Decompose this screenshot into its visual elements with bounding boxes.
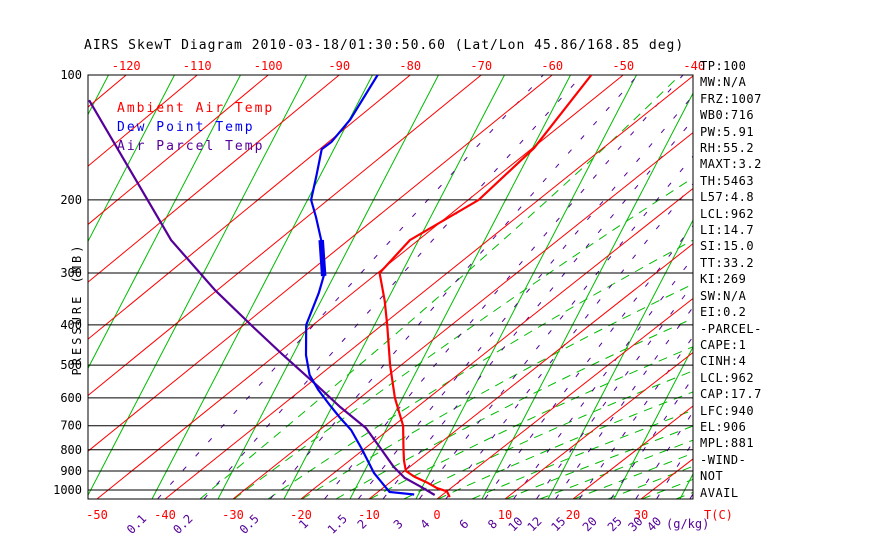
mixing-ratio-tick: 12	[525, 514, 545, 534]
stats-line: MPL:881	[700, 436, 755, 451]
mixing-ratio-tick: 4	[417, 517, 432, 532]
stats-line: SW:N/A	[700, 288, 747, 303]
stats-line: CAP:17.7	[700, 387, 762, 402]
stats-line: -WIND-	[700, 452, 747, 467]
pressure-tick: 600	[60, 391, 82, 405]
stats-line: PW:5.91	[700, 124, 755, 139]
bottom-temp-tick: 30	[634, 508, 648, 522]
dew-point-temp-curve	[304, 75, 415, 496]
bottom-temp-tick: 0	[433, 508, 440, 522]
plot-frame	[87, 74, 694, 500]
isotherm-lines	[88, 75, 693, 499]
stats-line: TP:100	[700, 59, 747, 73]
legend-dew-point: Dew Point Temp	[117, 120, 255, 135]
bottom-temp-tick: -50	[86, 508, 108, 522]
pressure-tick: 900	[60, 464, 82, 478]
pressure-tick: 800	[60, 443, 82, 457]
stats-line: LCL:962	[700, 206, 755, 221]
mixing-ratio-tick: 25	[605, 514, 625, 534]
stats-line: WB0:716	[700, 108, 755, 123]
pressure-tick: 400	[60, 318, 82, 332]
stats-line: RH:55.2	[700, 141, 755, 156]
mixing-ratio-tick: 3	[391, 517, 406, 532]
moist-adiabat-lines	[199, 75, 693, 499]
mixing-ratio-tick: 6	[456, 517, 471, 532]
bottom-temp-tick: 10	[498, 508, 512, 522]
stats-line: LI:14.7	[700, 223, 755, 238]
bottom-temp-tick: -10	[358, 508, 380, 522]
stats-line: TH:5463	[700, 173, 755, 188]
chart-title: AIRS SkewT Diagram 2010-03-18/01:30:50.6…	[84, 38, 685, 53]
stats-line: KI:269	[700, 272, 747, 287]
mixing-ratio-lines	[157, 75, 693, 499]
bottom-temp-tick: 20	[566, 508, 580, 522]
top-temp-tick: -110	[183, 59, 212, 73]
pressure-tick: 200	[60, 193, 82, 207]
stats-line: NOT	[700, 469, 724, 484]
top-temp-tick: -80	[399, 59, 421, 73]
dry-adiabat-lines	[88, 75, 693, 499]
chart-legend: Ambient Air Temp Dew Point Temp Air Parc…	[117, 101, 274, 158]
top-temp-tick: -90	[328, 59, 350, 73]
top-temp-tick: -60	[541, 59, 563, 73]
stats-panel: TP:100 MW:N/A FRZ:1007 WB0:716 PW:5.91 RH:55.…	[700, 58, 870, 501]
mixing-ratio-tick: 0.1	[124, 512, 149, 537]
stats-line: TT:33.2	[700, 255, 755, 270]
stats-line: EI:0.2	[700, 305, 747, 320]
pressure-tick: 500	[60, 358, 82, 372]
pressure-tick: 1000	[53, 483, 82, 497]
pressure-tick: 700	[60, 419, 82, 433]
stats-line: L57:4.8	[700, 190, 755, 205]
stats-line: MW:N/A	[700, 75, 747, 90]
ambient-air-temp-curve	[378, 75, 593, 498]
top-temp-tick: -70	[470, 59, 492, 73]
bottom-temp-tick: -20	[290, 508, 312, 522]
mixing-ratio-tick: 20	[580, 514, 600, 534]
stats-line: FRZ:1007	[700, 91, 762, 106]
stats-line: LFC:940	[700, 403, 755, 418]
bottom-temp-tick: -30	[222, 508, 244, 522]
stats-line: SI:15.0	[700, 239, 755, 254]
stats-line: EL:906	[700, 419, 747, 434]
stats-line: LCL:962	[700, 370, 755, 385]
stats-line: -PARCEL-	[700, 321, 762, 336]
mixing-unit-label: (g/kg)	[666, 517, 709, 531]
mixing-ratio-tick: 1.5	[325, 512, 350, 537]
stats-line: MAXT:3.2	[700, 157, 762, 172]
legend-ambient-temp: Ambient Air Temp	[117, 101, 275, 116]
pressure-axis-title: PRESSURE (MB)	[70, 242, 84, 376]
air-parcel-temp-curve	[88, 99, 436, 496]
top-temp-tick: -50	[612, 59, 634, 73]
top-temp-tick: -120	[112, 59, 141, 73]
stats-line: CINH:4	[700, 354, 747, 369]
pressure-tick: 300	[60, 266, 82, 280]
pressure-tick: 100	[60, 68, 82, 82]
top-temp-tick: -40	[683, 59, 705, 73]
legend-air-parcel: Air Parcel Temp	[117, 139, 265, 154]
stats-line: CAPE:1	[700, 337, 747, 352]
stats-line: AVAIL	[700, 485, 739, 500]
top-temp-tick: -100	[254, 59, 283, 73]
temp-unit-label: T(C)	[704, 508, 733, 522]
bottom-temp-tick: -40	[154, 508, 176, 522]
